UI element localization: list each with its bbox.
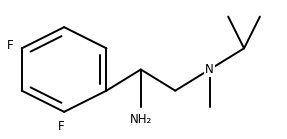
Text: N: N [205,63,214,76]
Text: F: F [58,120,65,133]
Text: NH₂: NH₂ [130,113,152,126]
Text: F: F [7,39,13,52]
